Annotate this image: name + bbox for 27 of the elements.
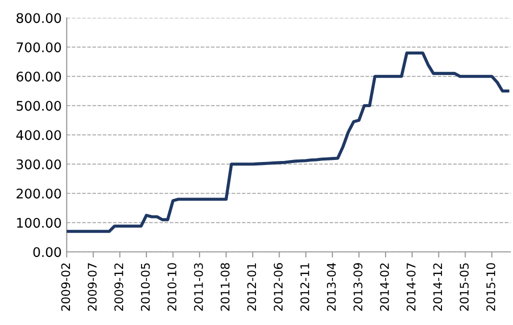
y-tick-label: 400.00 bbox=[16, 130, 61, 140]
y-tick-label: 200.00 bbox=[16, 188, 61, 199]
x-tick-label: 2011-03 bbox=[194, 263, 203, 311]
x-tick-label: 2010-05 bbox=[140, 263, 150, 311]
y-tick-label: 100.00 bbox=[17, 218, 61, 228]
y-tick-label: 700.00 bbox=[16, 42, 61, 52]
x-tick-label: 2014-12 bbox=[433, 263, 442, 311]
x-tick-label: 2012-01 bbox=[247, 263, 256, 311]
line-series bbox=[66, 51, 510, 233]
x-tick-label: 2009-07 bbox=[88, 263, 97, 311]
x-tick-label: 2013-09 bbox=[353, 263, 362, 311]
x-tick-label: 2011-08 bbox=[220, 263, 230, 311]
x-tick-label: 2014-07 bbox=[406, 263, 416, 311]
y-tick-label: 600.00 bbox=[16, 72, 61, 82]
x-tick-label: 2010-10 bbox=[167, 263, 176, 311]
y-tick-label: 800.00 bbox=[16, 13, 61, 24]
x-tick-label: 2014-02 bbox=[380, 263, 389, 311]
x-tick-label: 2012-06 bbox=[274, 263, 283, 311]
x-tick-label: 2015-10 bbox=[486, 263, 496, 311]
x-tick-label: 2012-11 bbox=[300, 263, 310, 311]
y-tick-label: 0.00 bbox=[33, 247, 61, 258]
x-tick-label: 2013-04 bbox=[326, 262, 336, 311]
x-tick-label: 2015-05 bbox=[460, 263, 469, 311]
y-tick-label: 300.00 bbox=[16, 159, 61, 170]
x-tick-label: 2009-12 bbox=[114, 263, 124, 311]
x-tick-label: 2009-02 bbox=[61, 263, 70, 311]
y-tick-label: 500.00 bbox=[16, 100, 61, 111]
